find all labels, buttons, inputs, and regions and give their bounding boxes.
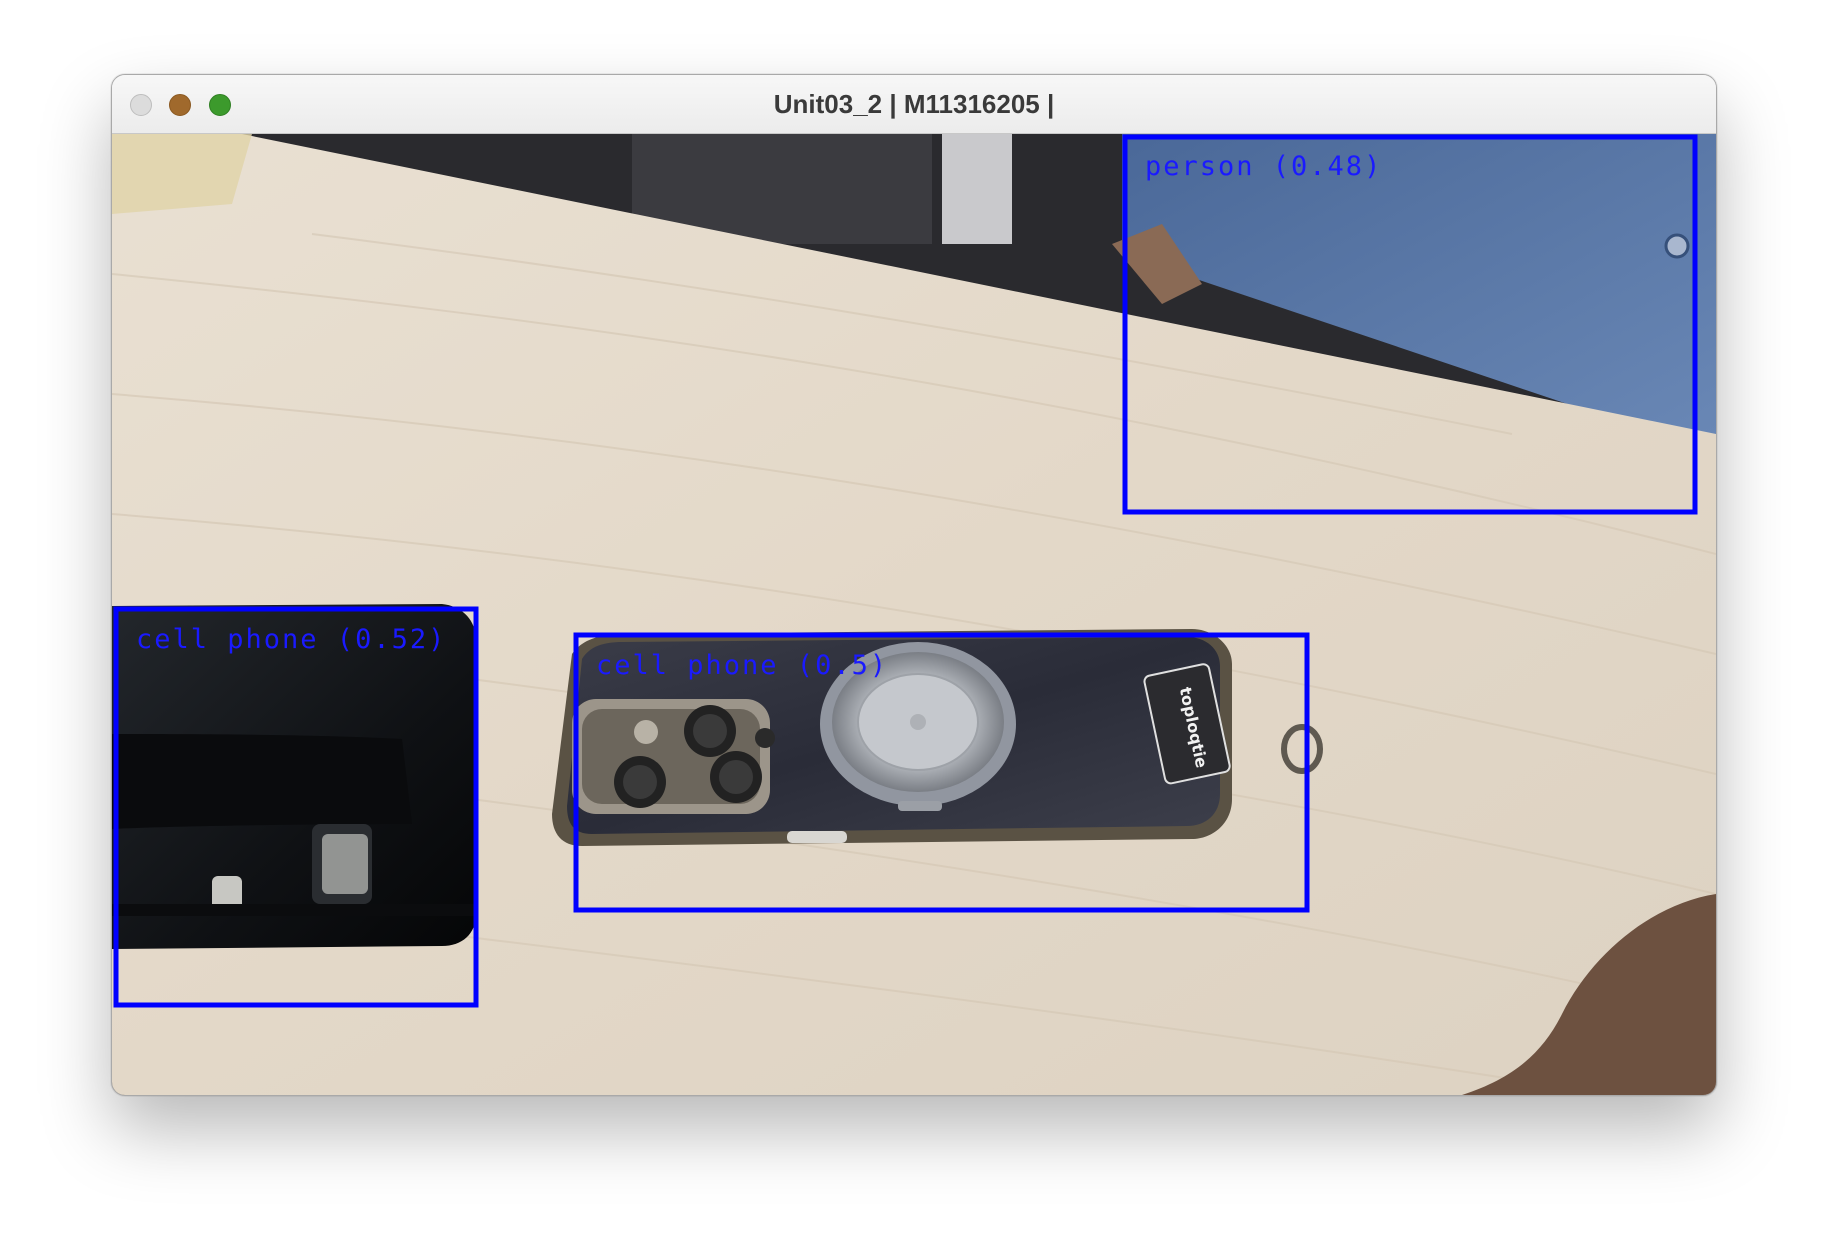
person-arm [1112,224,1202,304]
desk-surface [112,134,1716,1095]
detection-label: cell phone (0.52) [136,624,446,655]
desk-object-blur [112,134,252,214]
bounding-box [113,606,479,1008]
bounding-box [573,632,1310,913]
person-shirt [1122,134,1716,454]
cell-phone: toploqtie [552,629,1323,846]
detection-label: person (0.48) [1145,151,1382,182]
power-bank [112,604,476,949]
maximize-button[interactable] [209,94,231,116]
close-button[interactable] [130,94,152,116]
detection-cell-phone-2: cell phone (0.5) [573,632,1310,913]
detection-cell-phone-1: cell phone (0.52) [113,606,479,1008]
background-cabinet [942,134,1012,244]
detection-label: cell phone (0.5) [596,650,888,681]
title-bar[interactable]: Unit03_2 | M11316205 | [112,75,1716,134]
person-forearm [1462,894,1716,1095]
bounding-box [1122,134,1698,515]
shirt-button [1664,233,1690,259]
window-title: Unit03_2 | M11316205 | [773,89,1055,119]
minimize-button[interactable] [169,94,191,116]
camera-image: toploqtie person (0.48) cell phone (0.52… [112,134,1716,1095]
app-window: Unit03_2 | M11316205 | [111,74,1717,1096]
video-frame: toploqtie person (0.48) cell phone (0.52… [112,134,1716,1095]
detection-person: person (0.48) [1122,134,1698,515]
